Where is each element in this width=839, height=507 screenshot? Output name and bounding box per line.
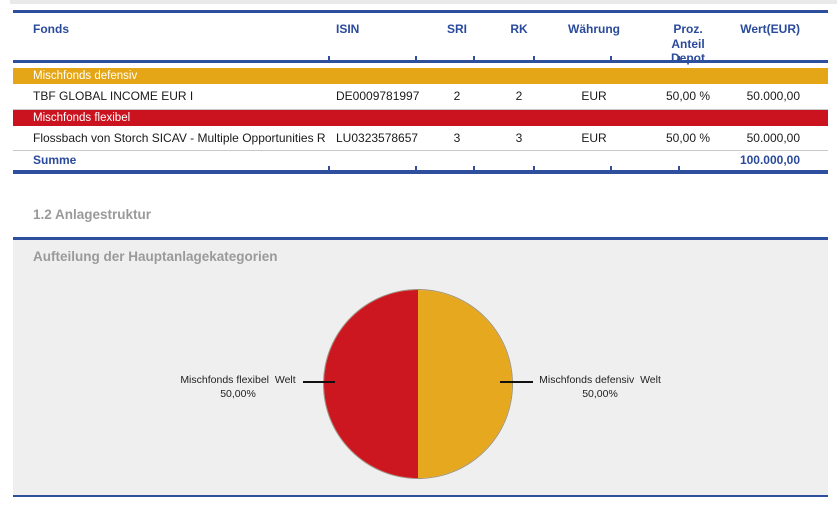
category-band-defensiv: Mischfonds defensiv xyxy=(13,67,828,84)
total-value: 100.000,00 xyxy=(739,153,800,167)
fund-share: 50,00 % xyxy=(665,89,711,103)
fund-sri: 3 xyxy=(453,130,461,145)
pie-callout-line-right xyxy=(500,381,533,383)
fund-sri: 2 xyxy=(453,89,461,103)
fund-table: Fonds ISIN SRI RK Währung Proz. Anteil D… xyxy=(13,10,828,174)
table-top-rule xyxy=(13,10,828,13)
page-top-divider xyxy=(10,0,837,4)
fund-isin: DE0009781997 xyxy=(336,89,420,103)
pie-label-percent: 50,00% xyxy=(220,388,256,400)
fund-currency: EUR xyxy=(581,130,607,145)
table-header-row: Fonds ISIN SRI RK Währung Proz. Anteil D… xyxy=(13,13,828,65)
fund-value: 50.000,00 xyxy=(746,89,800,103)
col-header-isin: ISIN xyxy=(336,22,360,36)
fund-name: TBF GLOBAL INCOME EUR I xyxy=(33,89,194,103)
pie-label-defensiv: Mischfonds defensiv Welt 50,00% xyxy=(512,373,688,401)
section-heading: 1.2 Anlagestruktur xyxy=(33,207,152,222)
col-header-waehrung: Währung xyxy=(568,22,620,36)
col-header-proz-anteil-depot: Proz. Anteil Depot xyxy=(671,22,705,66)
fund-rk: 2 xyxy=(515,89,523,103)
pie-label-percent: 50,00% xyxy=(582,388,618,400)
category-band-flexibel: Mischfonds flexibel xyxy=(13,109,828,126)
total-row: Summe 100.000,00 xyxy=(13,151,828,170)
fund-share: 50,00 % xyxy=(665,130,711,145)
fund-rk: 3 xyxy=(515,130,523,145)
allocation-chart-box: Aufteilung der Hauptanlagekategorien Mis… xyxy=(13,237,828,497)
fund-value: 50.000,00 xyxy=(746,130,800,145)
col-header-sri: SRI xyxy=(446,22,467,36)
col-header-wert: Wert(EUR) xyxy=(740,22,800,36)
fund-isin: LU0323578657 xyxy=(336,130,419,145)
pie-label-flexibel: Mischfonds flexibel Welt 50,00% xyxy=(150,373,326,401)
pie-callout-line-left xyxy=(303,381,335,383)
fund-name: Flossbach von Storch SICAV - Multiple Op… xyxy=(33,130,326,145)
col-header-rk: RK xyxy=(510,22,528,36)
pie-chart xyxy=(324,290,512,478)
table-bottom-rule xyxy=(13,165,828,174)
table-header-rule xyxy=(13,56,828,63)
pie-label-text: Mischfonds flexibel Welt xyxy=(180,374,296,386)
table-row: Flossbach von Storch SICAV - Multiple Op… xyxy=(13,126,828,151)
fund-currency: EUR xyxy=(581,89,607,103)
pie-label-text: Mischfonds defensiv Welt xyxy=(539,374,661,386)
table-row: TBF GLOBAL INCOME EUR I DE0009781997 2 2… xyxy=(13,84,828,110)
chart-title: Aufteilung der Hauptanlagekategorien xyxy=(33,249,278,264)
total-label: Summe xyxy=(33,153,77,167)
col-header-fonds: Fonds xyxy=(33,22,69,36)
